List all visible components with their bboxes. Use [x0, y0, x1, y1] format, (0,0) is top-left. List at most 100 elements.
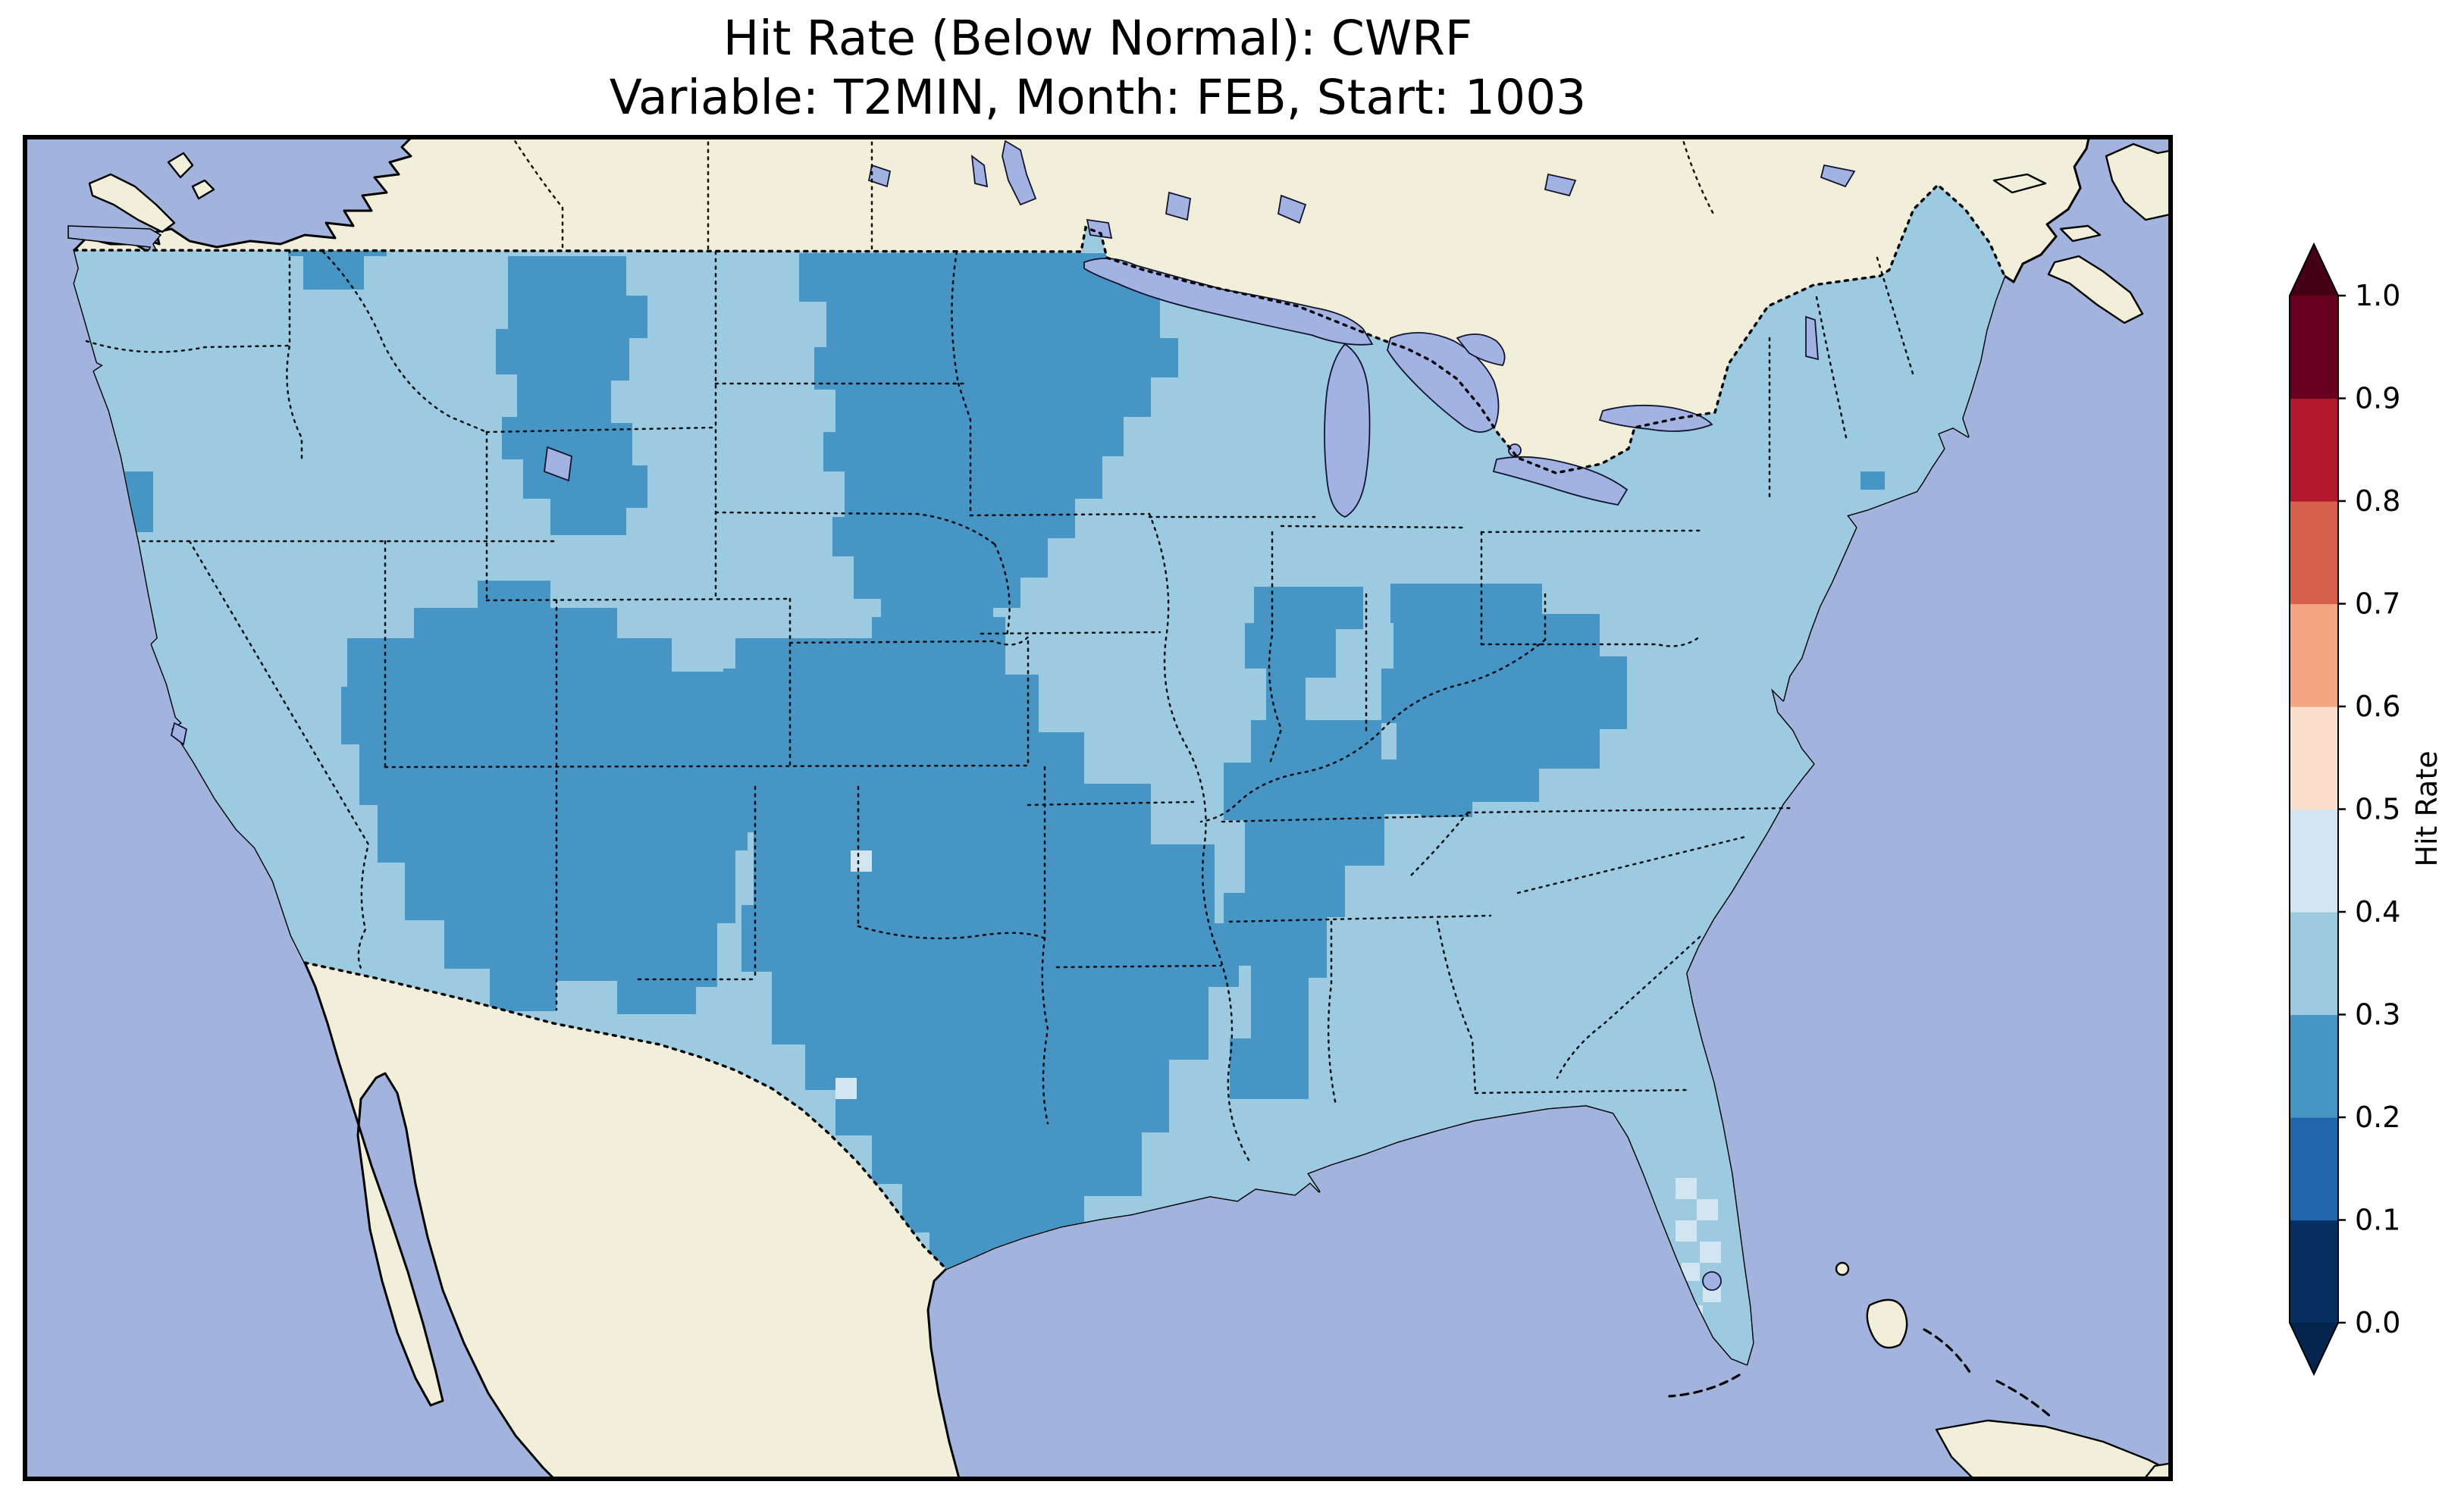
- colorbar-over-arrow: [2290, 244, 2338, 296]
- cells-great-basin-southwest: [341, 581, 757, 1014]
- state-border: [969, 512, 1151, 517]
- state-border: [1466, 807, 1795, 814]
- great-salt-lake: [544, 446, 572, 482]
- colorbar-tick-label: 0.6: [2355, 690, 2400, 723]
- us-canada-border: [73, 183, 2006, 475]
- colorbar-tick-label: 0.5: [2355, 793, 2400, 826]
- nova-scotia: [2047, 255, 2144, 324]
- cell-florida: [1700, 1242, 1721, 1263]
- canadian-lake: [867, 164, 892, 188]
- colorbar-bin-7: [2290, 501, 2338, 605]
- state-border: [1055, 964, 1222, 969]
- bahamas-cays: [1923, 1328, 1971, 1373]
- bc-island: [167, 152, 194, 179]
- state-border: [1480, 635, 1701, 647]
- state-border: [485, 597, 792, 602]
- bimini: [1835, 1261, 1850, 1276]
- state-border: [85, 340, 291, 353]
- colorbar-bin-4: [2290, 809, 2338, 913]
- colorbar-bin-1: [2290, 1117, 2338, 1221]
- map-frame: [23, 135, 2173, 1481]
- state-border: [1027, 800, 1195, 807]
- colorbar-under-arrow: [2290, 1323, 2338, 1374]
- state-border: [1474, 1088, 1688, 1095]
- us-mexico-border: [303, 961, 948, 1270]
- canadian-lake: [1544, 173, 1577, 197]
- international-borders: [73, 183, 2006, 1270]
- state-border: [1327, 920, 1337, 1107]
- colorbar-tick-label: 0.4: [2355, 895, 2400, 929]
- cells-tennessee-mississippi: [1224, 720, 1430, 1099]
- florida-keys: [1668, 1373, 1741, 1398]
- colorbar-tick-label: 1.0: [2355, 279, 2400, 312]
- state-border: [1409, 811, 1469, 878]
- lake-ontario: [1598, 404, 1713, 432]
- lake-winnipeg: [1002, 139, 1037, 206]
- prince-edward-island: [2059, 224, 2102, 243]
- island-chains: [1668, 1328, 2053, 1419]
- colorbar-label: Hit Rate: [2410, 750, 2444, 866]
- colorbar-tick-label: 0.0: [2355, 1306, 2400, 1339]
- islands-layer: [88, 143, 2173, 1481]
- state-border: [286, 249, 303, 461]
- state-border: [485, 426, 717, 434]
- title-line-2: Variable: T2MIN, Month: FEB, Start: 1003: [609, 70, 1587, 126]
- colorbar-tick-label: 0.3: [2355, 998, 2400, 1032]
- newfoundland: [2105, 143, 2173, 221]
- state-border: [957, 382, 972, 517]
- state-border: [1280, 525, 1465, 529]
- figure-title: Hit Rate (Below Normal): CWRF Variable: …: [23, 9, 2173, 127]
- state-border: [1480, 529, 1701, 534]
- vancouver-island: [88, 173, 176, 233]
- state-border: [1436, 920, 1477, 1095]
- state-border: [1228, 914, 1492, 923]
- state-border: [993, 543, 1011, 637]
- bahamas-cays: [1995, 1380, 2053, 1419]
- colorbar-segments: [2290, 296, 2338, 1323]
- lake-manitoba: [970, 155, 989, 188]
- lake-champlain: [1805, 315, 1819, 361]
- canadian-lake: [1277, 194, 1307, 224]
- state-border: [788, 634, 1031, 646]
- lake-michigan: [1324, 343, 1371, 518]
- colorbar-bin-3: [2290, 912, 2338, 1016]
- colorbar-bin-2: [2290, 1014, 2338, 1118]
- state-border: [714, 511, 996, 546]
- cell-florida: [1697, 1199, 1718, 1220]
- cells-northern-rockies: [496, 256, 647, 535]
- state-border: [384, 764, 1030, 769]
- san-francisco-bay: [170, 722, 188, 746]
- cells-northern-plains: [799, 253, 1184, 632]
- colorbar-tick-label: 0.8: [2355, 484, 2400, 518]
- state-border: [1556, 935, 1701, 1079]
- cell-kansas: [851, 850, 872, 872]
- colorbar-tick-label: 0.9: [2355, 382, 2400, 415]
- colorbar-tick-label: 0.7: [2355, 587, 2400, 621]
- state-borders: [85, 135, 1915, 1163]
- hit-rate-cells-02-03: [80, 220, 1885, 1281]
- state-border: [980, 631, 1161, 635]
- cell-florida: [1676, 1178, 1697, 1199]
- lake-st-clair: [1508, 443, 1522, 457]
- colorbar-tick-label: 0.2: [2355, 1101, 2400, 1134]
- cells-ohio-westvirginia: [1381, 584, 1627, 817]
- cells-michigan-indiana: [1245, 587, 1363, 720]
- state-border: [1516, 835, 1747, 894]
- georgian-bay: [1456, 334, 1506, 366]
- bc-island: [191, 179, 215, 200]
- province-border: [1680, 135, 1716, 218]
- colorbar-ticks: 0.0 0.1 0.2 0.3 0.4 0.5 0.6 0.7 0.8 0.9 1.0: [2338, 279, 2400, 1339]
- lake-erie: [1492, 456, 1629, 506]
- lake-huron: [1387, 332, 1500, 433]
- state-border-mississippi-river: [1148, 512, 1251, 1163]
- state-border: [188, 540, 370, 973]
- cells-southern-plains-texas: [708, 617, 1239, 1281]
- colorbar-bin-0: [2290, 1220, 2338, 1323]
- state-border: [1041, 766, 1049, 1125]
- colorbar-bin-5: [2290, 706, 2338, 810]
- colorbar-bin-6: [2290, 603, 2338, 707]
- colorbar-bin-8: [2290, 398, 2338, 502]
- cell-texas: [835, 1078, 857, 1099]
- andros-island: [1866, 1298, 1908, 1349]
